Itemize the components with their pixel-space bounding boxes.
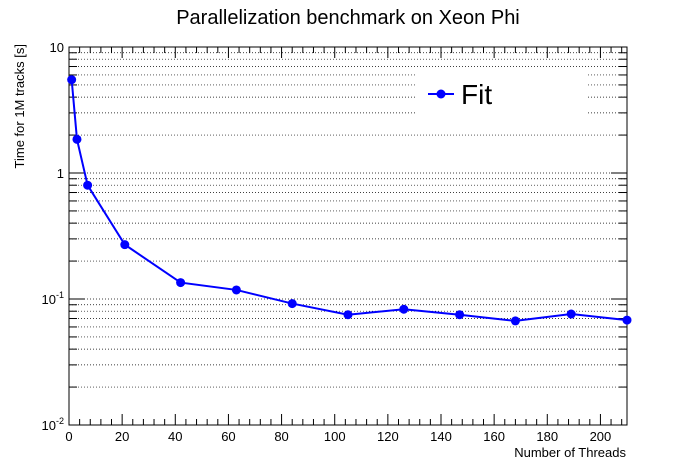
y-tick-label: 10 — [50, 40, 64, 55]
data-point — [343, 310, 353, 320]
data-point — [176, 278, 186, 288]
data-point — [83, 180, 93, 190]
x-tick-label: 120 — [377, 429, 399, 444]
legend-label: Fit — [461, 79, 492, 110]
plot-frame — [68, 46, 628, 426]
legend-marker — [436, 89, 446, 99]
x-tick-label: 60 — [221, 429, 235, 444]
data-point — [622, 315, 632, 325]
data-point — [510, 316, 520, 326]
data-point — [120, 240, 130, 250]
data-point — [231, 285, 241, 295]
y-tick-label: 10-1 — [42, 290, 64, 307]
x-tick-label: 200 — [590, 429, 612, 444]
y-tick-label: 1 — [57, 166, 64, 181]
chart-title: Parallelization benchmark on Xeon Phi — [176, 7, 520, 29]
data-point — [455, 310, 465, 320]
series-layer — [67, 75, 632, 326]
data-point — [287, 299, 297, 309]
y-tick-label: 10-2 — [42, 416, 64, 433]
x-axis-label: Number of Threads — [514, 445, 626, 460]
x-tick-label: 100 — [324, 429, 346, 444]
data-point — [67, 75, 77, 85]
x-tick-label: 160 — [483, 429, 505, 444]
data-point — [399, 304, 409, 314]
y-axis-label: Time for 1M tracks [s] — [12, 44, 27, 168]
x-tick-label: 180 — [536, 429, 558, 444]
x-tick-label: 140 — [430, 429, 452, 444]
data-point — [566, 309, 576, 319]
x-tick-label: 0 — [65, 429, 72, 444]
x-tick-label: 40 — [168, 429, 182, 444]
x-tick-label: 80 — [274, 429, 288, 444]
axes: 0 20 40 60 80 100 120 140 160 180 200 10 1 10-1 10-2 — [42, 40, 628, 444]
legend: Fit — [416, 70, 588, 118]
x-tick-label: 20 — [115, 429, 129, 444]
data-point — [72, 134, 82, 144]
